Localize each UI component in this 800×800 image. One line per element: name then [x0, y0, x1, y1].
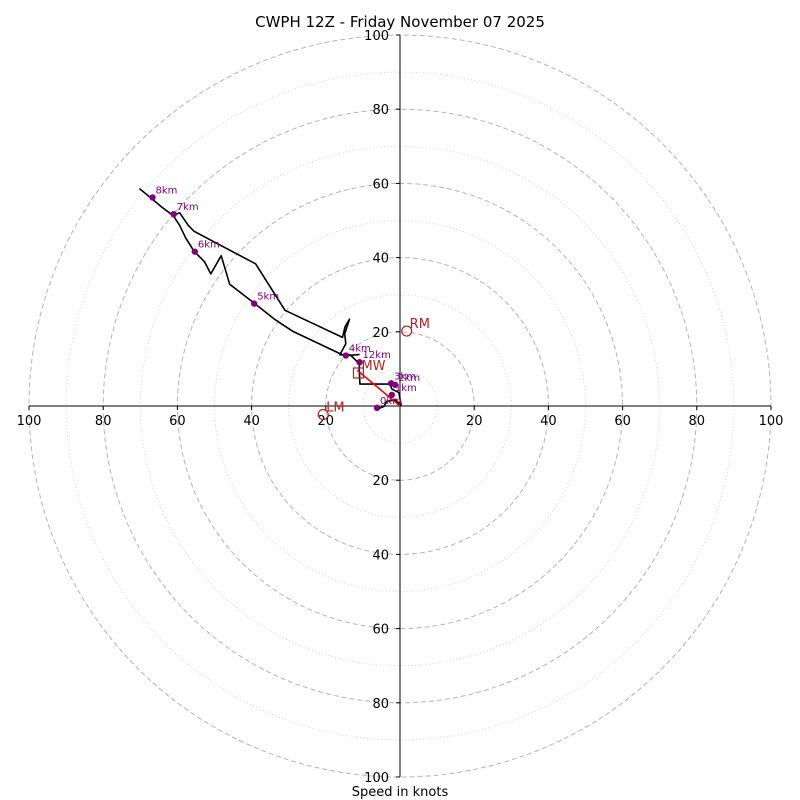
shear-vector-line — [356, 369, 401, 407]
y-tick-label: 80 — [372, 697, 389, 712]
height-point-1km — [388, 391, 396, 399]
height-label-8km: 8km — [156, 185, 178, 196]
y-tick-label: 60 — [372, 623, 389, 638]
x-tick-label: 80 — [95, 414, 112, 429]
y-tick-label: 80 — [372, 103, 389, 118]
height-label-4km: 4km — [349, 344, 371, 355]
height-point-5km — [250, 300, 258, 307]
height-label-1km: 1km — [395, 383, 417, 394]
wind-trace-layer — [139, 188, 402, 411]
x-tick-label: 60 — [614, 414, 631, 429]
storm-motion-marker-RM — [401, 325, 413, 337]
y-tick-label: 100 — [364, 771, 389, 786]
height-point-7km — [170, 210, 177, 218]
height-point-0km — [373, 404, 381, 412]
height-label-7km: 7km — [177, 202, 199, 213]
x-tick-label: 100 — [17, 414, 42, 429]
height-point-8km — [149, 194, 156, 201]
storm-motion-label-LM: LM — [326, 401, 344, 416]
shear-vector-layer — [356, 369, 401, 407]
y-tick-label: 40 — [372, 548, 389, 563]
chart-title: CWPH 12Z - Friday November 07 2025 — [255, 13, 545, 31]
x-tick-label: 20 — [318, 414, 335, 429]
storm-motion-label-MW: MW — [361, 359, 385, 374]
x-tick-label: 80 — [689, 414, 706, 429]
tick-labels: 100 80 60 40 20 20 40 60 80 100 100 80 60 40 20 20 40 60 8… — [17, 29, 784, 786]
height-point-4km — [342, 352, 350, 359]
x-tick-label: 40 — [243, 414, 260, 429]
height-label-0km: 0km — [380, 396, 402, 407]
height-label-2km: 2km — [398, 373, 420, 384]
x-tick-label: 60 — [169, 414, 186, 429]
storm-motion-marker-LM — [317, 408, 329, 421]
height-label-5km: 5km — [257, 292, 279, 303]
y-tick-label: 20 — [372, 326, 389, 341]
y-tick-label: 40 — [372, 252, 389, 267]
x-axis-label: Speed in knots — [352, 785, 449, 800]
height-label-6km: 6km — [198, 240, 220, 251]
storm-motion-layer: RM LM MW — [317, 317, 430, 421]
height-point-6km — [191, 248, 199, 255]
y-tick-label: 20 — [372, 474, 389, 489]
x-tick-label: 100 — [759, 414, 784, 429]
height-point-12km — [356, 359, 363, 366]
storm-motion-marker-MW — [352, 367, 365, 379]
height-label-12km: 12km — [363, 350, 391, 361]
storm-motion-label-RM: RM — [410, 317, 430, 332]
x-tick-label: 20 — [466, 414, 483, 429]
y-tick-label: 60 — [372, 177, 389, 192]
height-point-3km — [387, 380, 395, 387]
height-label-3km: 3km — [394, 371, 416, 382]
x-tick-label: 40 — [540, 414, 557, 429]
y-tick-label: 100 — [364, 29, 389, 44]
wind-trace-line — [139, 188, 402, 411]
